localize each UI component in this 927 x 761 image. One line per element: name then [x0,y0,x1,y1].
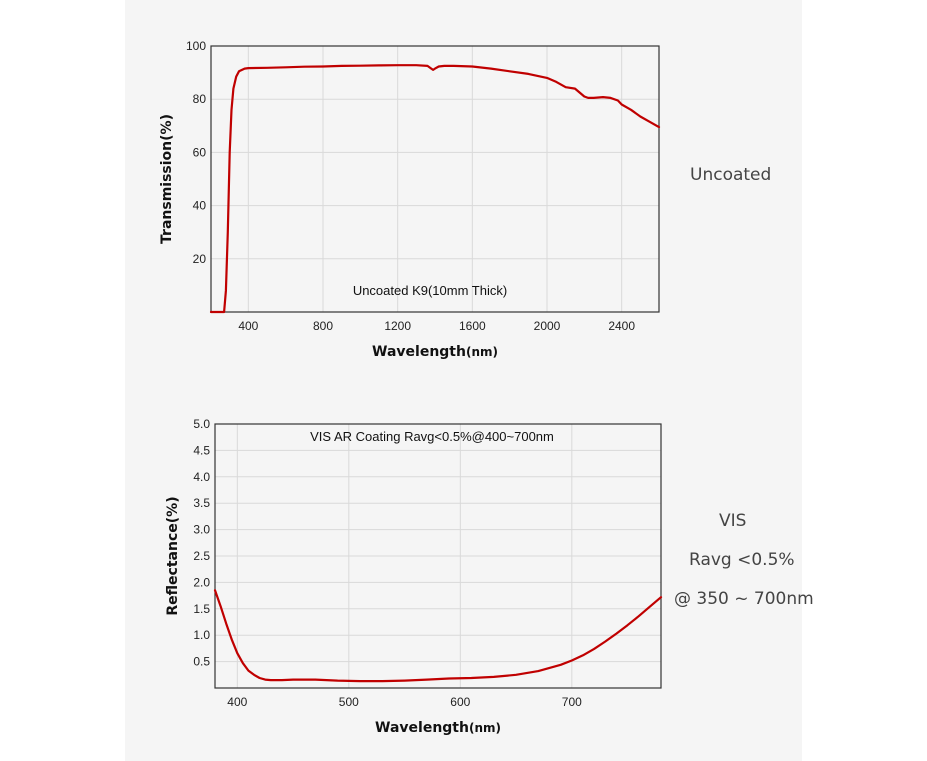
x-axis-label: Wavelength(nm) [372,344,498,360]
vis-side-label: VIS [719,511,747,531]
x-tick-label: 2000 [534,319,561,333]
content-panel [125,0,802,761]
y-tick-label: 1.0 [193,628,210,642]
x-tick-label: 400 [238,319,258,333]
x-tick-label: 500 [339,695,359,709]
series-line [213,589,663,683]
x-tick-label: 600 [450,695,470,709]
y-tick-label: 3.0 [193,523,210,537]
series-line [209,64,661,314]
y-tick-label: 2.0 [193,575,210,589]
chart-title: Uncoated K9(10mm Thick) [353,283,507,298]
x-axis-label: Wavelength(nm) [375,720,501,736]
y-axis-label: Transmission(%) [159,114,175,244]
y-tick-label: 1.5 [193,602,210,616]
chart-title: VIS AR Coating Ravg<0.5%@400~700nm [310,429,554,444]
range-side-label: @ 350 ~ 700nm [674,589,814,609]
y-axis-label: Reflectance(%) [165,496,181,615]
x-tick-label: 400 [227,695,247,709]
y-tick-label: 2.5 [193,549,210,563]
uncoated-side-label: Uncoated [690,165,772,185]
plot-frame [214,423,662,689]
x-tick-label: 1600 [459,319,486,333]
plot-frame [210,45,660,313]
y-tick-label: 20 [193,252,207,266]
y-tick-label: 4.0 [193,470,210,484]
x-tick-label: 700 [562,695,582,709]
y-tick-label: 4.5 [193,443,210,457]
ravg-side-label: Ravg <0.5% [689,550,795,570]
y-tick-label: 40 [193,199,207,213]
y-tick-label: 5.0 [193,417,210,431]
y-tick-label: 60 [193,145,207,159]
y-tick-label: 100 [186,39,206,53]
x-tick-label: 800 [313,319,333,333]
y-tick-label: 3.5 [193,496,210,510]
y-tick-label: 0.5 [193,655,210,669]
x-tick-label: 2400 [608,319,635,333]
x-tick-label: 1200 [384,319,411,333]
y-tick-label: 80 [193,92,207,106]
